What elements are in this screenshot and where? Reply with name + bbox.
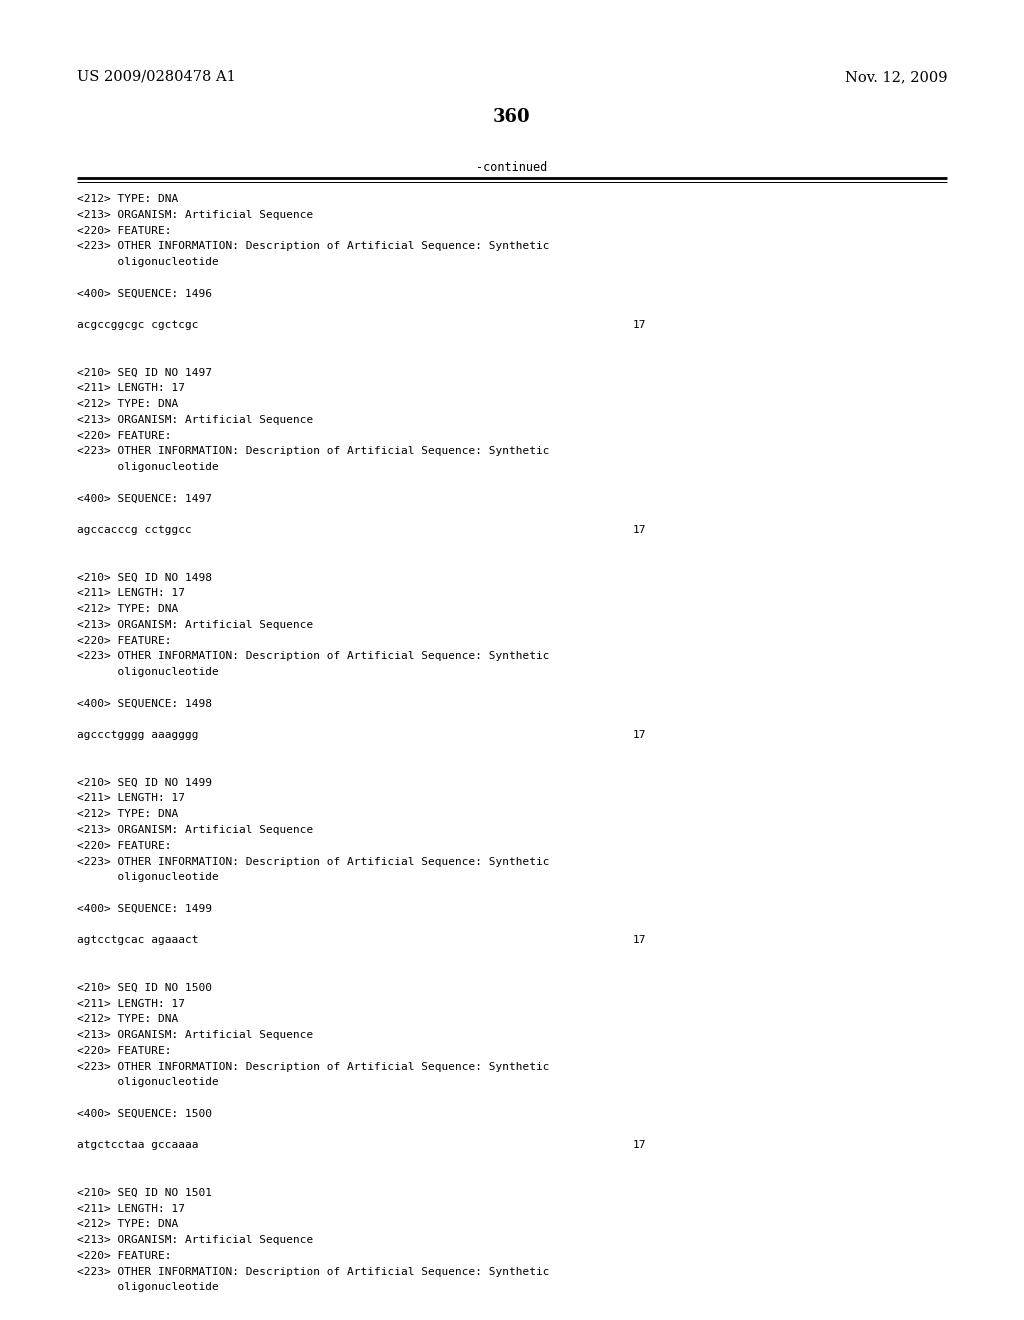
Text: <210> SEQ ID NO 1500: <210> SEQ ID NO 1500 [77, 982, 212, 993]
Text: oligonucleotide: oligonucleotide [77, 1283, 218, 1292]
Text: <212> TYPE: DNA: <212> TYPE: DNA [77, 399, 178, 409]
Text: agccacccg cctggcc: agccacccg cctggcc [77, 525, 191, 536]
Text: oligonucleotide: oligonucleotide [77, 1077, 218, 1088]
Text: <220> FEATURE:: <220> FEATURE: [77, 226, 171, 235]
Text: <212> TYPE: DNA: <212> TYPE: DNA [77, 1220, 178, 1229]
Text: <212> TYPE: DNA: <212> TYPE: DNA [77, 809, 178, 820]
Text: <223> OTHER INFORMATION: Description of Artificial Sequence: Synthetic: <223> OTHER INFORMATION: Description of … [77, 857, 549, 866]
Text: agccctgggg aaagggg: agccctgggg aaagggg [77, 730, 199, 741]
Text: <400> SEQUENCE: 1496: <400> SEQUENCE: 1496 [77, 289, 212, 298]
Text: <211> LENGTH: 17: <211> LENGTH: 17 [77, 589, 184, 598]
Text: <220> FEATURE:: <220> FEATURE: [77, 1045, 171, 1056]
Text: oligonucleotide: oligonucleotide [77, 873, 218, 882]
Text: <212> TYPE: DNA: <212> TYPE: DNA [77, 1014, 178, 1024]
Text: -continued: -continued [476, 161, 548, 174]
Text: <223> OTHER INFORMATION: Description of Artificial Sequence: Synthetic: <223> OTHER INFORMATION: Description of … [77, 1267, 549, 1276]
Text: <220> FEATURE:: <220> FEATURE: [77, 636, 171, 645]
Text: <213> ORGANISM: Artificial Sequence: <213> ORGANISM: Artificial Sequence [77, 414, 313, 425]
Text: <212> TYPE: DNA: <212> TYPE: DNA [77, 194, 178, 205]
Text: <210> SEQ ID NO 1497: <210> SEQ ID NO 1497 [77, 367, 212, 378]
Text: <210> SEQ ID NO 1499: <210> SEQ ID NO 1499 [77, 777, 212, 788]
Text: <211> LENGTH: 17: <211> LENGTH: 17 [77, 793, 184, 804]
Text: 17: 17 [633, 1140, 646, 1151]
Text: <220> FEATURE:: <220> FEATURE: [77, 841, 171, 851]
Text: Nov. 12, 2009: Nov. 12, 2009 [845, 70, 947, 84]
Text: <220> FEATURE:: <220> FEATURE: [77, 430, 171, 441]
Text: <210> SEQ ID NO 1501: <210> SEQ ID NO 1501 [77, 1188, 212, 1197]
Text: <223> OTHER INFORMATION: Description of Artificial Sequence: Synthetic: <223> OTHER INFORMATION: Description of … [77, 242, 549, 251]
Text: <220> FEATURE:: <220> FEATURE: [77, 1251, 171, 1261]
Text: 17: 17 [633, 525, 646, 536]
Text: acgccggcgc cgctcgc: acgccggcgc cgctcgc [77, 321, 199, 330]
Text: <213> ORGANISM: Artificial Sequence: <213> ORGANISM: Artificial Sequence [77, 1030, 313, 1040]
Text: <223> OTHER INFORMATION: Description of Artificial Sequence: Synthetic: <223> OTHER INFORMATION: Description of … [77, 1061, 549, 1072]
Text: <213> ORGANISM: Artificial Sequence: <213> ORGANISM: Artificial Sequence [77, 210, 313, 220]
Text: US 2009/0280478 A1: US 2009/0280478 A1 [77, 70, 236, 84]
Text: <223> OTHER INFORMATION: Description of Artificial Sequence: Synthetic: <223> OTHER INFORMATION: Description of … [77, 652, 549, 661]
Text: 17: 17 [633, 321, 646, 330]
Text: 17: 17 [633, 730, 646, 741]
Text: <400> SEQUENCE: 1500: <400> SEQUENCE: 1500 [77, 1109, 212, 1119]
Text: <213> ORGANISM: Artificial Sequence: <213> ORGANISM: Artificial Sequence [77, 825, 313, 836]
Text: <213> ORGANISM: Artificial Sequence: <213> ORGANISM: Artificial Sequence [77, 620, 313, 630]
Text: oligonucleotide: oligonucleotide [77, 462, 218, 473]
Text: <400> SEQUENCE: 1499: <400> SEQUENCE: 1499 [77, 904, 212, 913]
Text: agtcctgcac agaaact: agtcctgcac agaaact [77, 936, 199, 945]
Text: atgctcctaa gccaaaa: atgctcctaa gccaaaa [77, 1140, 199, 1151]
Text: <212> TYPE: DNA: <212> TYPE: DNA [77, 605, 178, 614]
Text: <210> SEQ ID NO 1498: <210> SEQ ID NO 1498 [77, 573, 212, 582]
Text: 17: 17 [633, 936, 646, 945]
Text: <211> LENGTH: 17: <211> LENGTH: 17 [77, 1204, 184, 1213]
Text: <400> SEQUENCE: 1497: <400> SEQUENCE: 1497 [77, 494, 212, 504]
Text: <211> LENGTH: 17: <211> LENGTH: 17 [77, 998, 184, 1008]
Text: <213> ORGANISM: Artificial Sequence: <213> ORGANISM: Artificial Sequence [77, 1236, 313, 1245]
Text: oligonucleotide: oligonucleotide [77, 257, 218, 267]
Text: <211> LENGTH: 17: <211> LENGTH: 17 [77, 383, 184, 393]
Text: <223> OTHER INFORMATION: Description of Artificial Sequence: Synthetic: <223> OTHER INFORMATION: Description of … [77, 446, 549, 457]
Text: <400> SEQUENCE: 1498: <400> SEQUENCE: 1498 [77, 698, 212, 709]
Text: oligonucleotide: oligonucleotide [77, 668, 218, 677]
Text: 360: 360 [494, 108, 530, 127]
